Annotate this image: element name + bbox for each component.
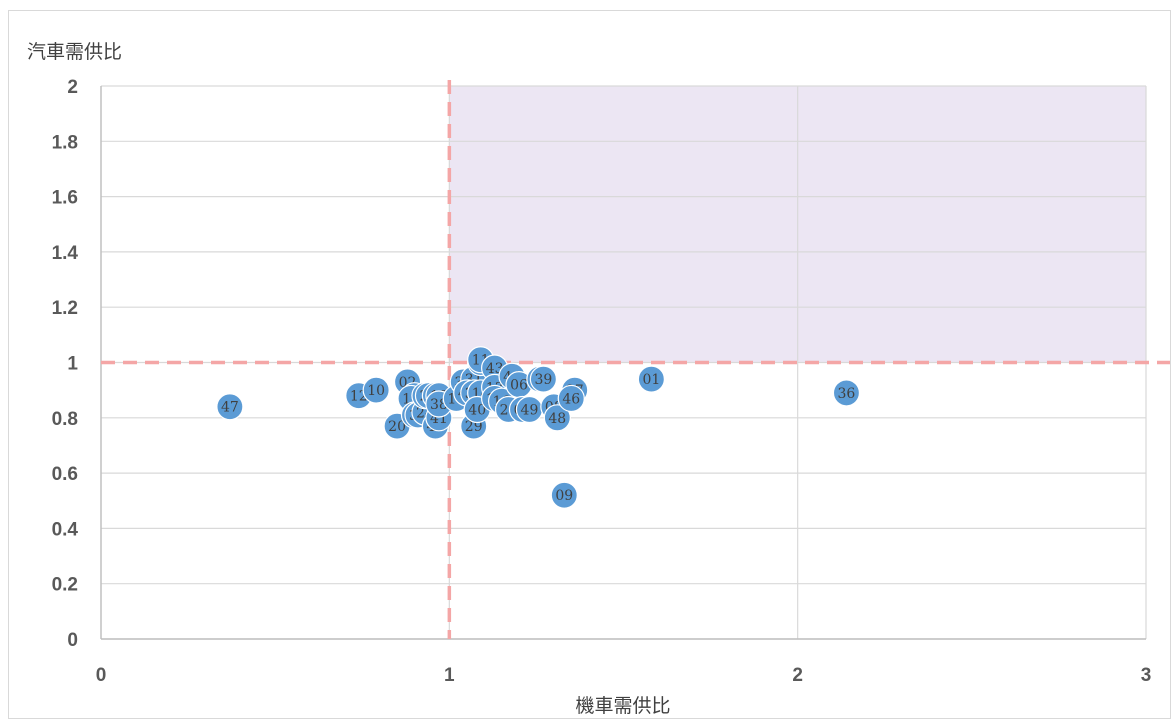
y-tick-label: 1.8 bbox=[52, 132, 78, 153]
point-label: 49 bbox=[521, 403, 539, 419]
reference-lines bbox=[101, 80, 1170, 639]
point-label: 10 bbox=[367, 383, 385, 399]
y-axis-title: 汽車需供比 bbox=[27, 41, 122, 63]
point-label: 06 bbox=[510, 378, 528, 394]
point-marker bbox=[832, 379, 861, 407]
y-tick-label: 0.8 bbox=[52, 409, 78, 430]
data-point: 47 bbox=[216, 393, 244, 421]
point-marker bbox=[362, 376, 390, 404]
point-marker bbox=[216, 393, 244, 421]
y-tick-label: 0.6 bbox=[52, 464, 78, 485]
data-point: 36 bbox=[832, 379, 861, 407]
point-label: 48 bbox=[548, 411, 566, 427]
y-tick-label: 1.6 bbox=[52, 188, 78, 209]
x-tick-label: 3 bbox=[1141, 665, 1152, 686]
point-marker bbox=[529, 365, 557, 393]
y-tick-label: 1.4 bbox=[52, 243, 79, 264]
point-label: 09 bbox=[555, 488, 573, 504]
point-label: 47 bbox=[221, 400, 239, 416]
data-point: 10 bbox=[362, 376, 390, 404]
point-marker bbox=[543, 404, 571, 432]
point-marker bbox=[557, 384, 585, 413]
data-point: 48 bbox=[543, 404, 571, 432]
chart-frame bbox=[8, 10, 1171, 719]
point-label: 39 bbox=[534, 372, 552, 388]
y-tick-label: 1 bbox=[67, 354, 78, 375]
tick-labels: 00.20.40.60.811.21.41.61.820 1 2 3 bbox=[52, 77, 1152, 686]
x-tick-label: 2 bbox=[792, 665, 803, 686]
point-marker bbox=[637, 365, 665, 393]
data-point: 09 bbox=[550, 481, 578, 509]
y-tick-label: 0.4 bbox=[52, 519, 79, 540]
data-points: 4712102002221935302432233318454138173431… bbox=[216, 346, 861, 509]
x-axis-title: 機車需供比 bbox=[575, 695, 670, 717]
point-label: 40 bbox=[468, 403, 486, 419]
y-tick-label: 0.2 bbox=[52, 575, 78, 596]
data-point: 46 bbox=[557, 384, 585, 413]
x-tick-label: 0 bbox=[96, 665, 107, 686]
point-marker bbox=[550, 481, 578, 509]
x-tick-label: 1 bbox=[444, 665, 455, 686]
data-point: 39 bbox=[529, 365, 557, 393]
y-tick-label: 1.2 bbox=[52, 298, 78, 319]
point-label: 29 bbox=[465, 419, 483, 435]
data-point: 49 bbox=[515, 395, 544, 424]
y-tick-label: 0 bbox=[67, 630, 78, 651]
point-label: 46 bbox=[562, 391, 580, 407]
data-point: 01 bbox=[637, 365, 665, 393]
point-label: 20 bbox=[388, 419, 406, 435]
point-label: 01 bbox=[642, 372, 660, 388]
y-tick-label: 2 bbox=[67, 77, 78, 98]
point-label: 36 bbox=[838, 386, 856, 402]
